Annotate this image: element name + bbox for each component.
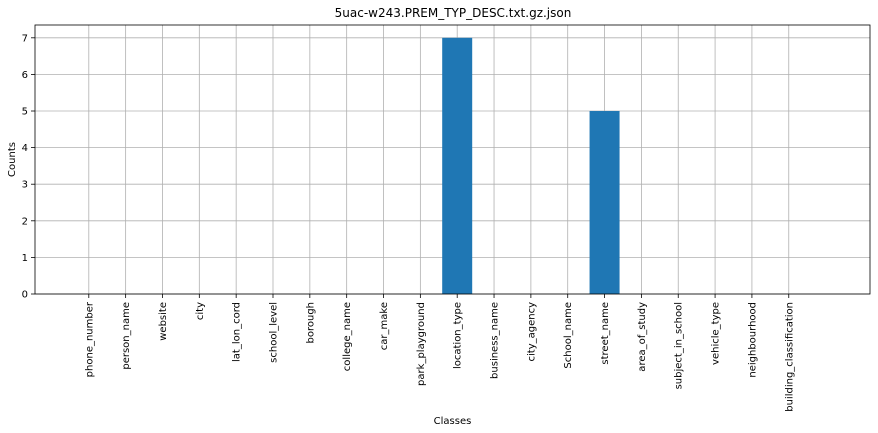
x-tick-label: subject_in_school [674,302,685,389]
x-tick-label: street_name [600,302,611,365]
x-tick-label: borough [305,302,316,344]
chart-title: 5uac-w243.PREM_TYP_DESC.txt.gz.json [335,6,572,20]
x-tick-label: phone_number [84,301,95,377]
y-tick-label: 7 [22,33,28,44]
y-tick-label: 6 [22,70,28,81]
x-tick-label: college_name [342,302,353,371]
x-tick-label: location_type [453,302,464,369]
x-tick-label: park_playground [416,302,427,386]
x-tick-label: business_name [490,302,501,379]
x-tick-label: city_agency [526,302,537,362]
x-tick-label: neighbourhood [747,302,758,378]
x-tick-label: building_classification [784,302,795,412]
y-axis-label: Counts [7,142,18,177]
x-tick-label: city [195,302,206,320]
x-axis-label: Classes [434,416,472,427]
x-tick-label: area_of_study [637,302,648,372]
y-tick-label: 5 [22,107,28,118]
bar [589,111,620,294]
x-tick-label: website [158,302,169,341]
y-ticks: 0 1 2 3 4 5 6 7 [22,33,35,301]
x-tick-label: person_name [121,302,132,370]
plot-frame [34,24,871,295]
y-tick-label: 0 [22,290,28,301]
y-tick-label: 2 [22,216,28,227]
bars [442,37,620,295]
x-tick-label: car_make [379,302,390,350]
y-tick-label: 3 [22,180,28,191]
x-tick-label: vehicle_type [711,302,722,365]
x-tick-label: school_level [269,302,280,363]
x-tick-label: School_name [563,302,574,369]
bar [442,37,473,295]
y-tick-label: 1 [22,253,28,264]
y-tick-label: 4 [22,143,28,154]
x-tick-label: lat_lon_cord [232,302,243,362]
x-ticks: phone_number person_name website city lat_lo… [84,294,795,412]
